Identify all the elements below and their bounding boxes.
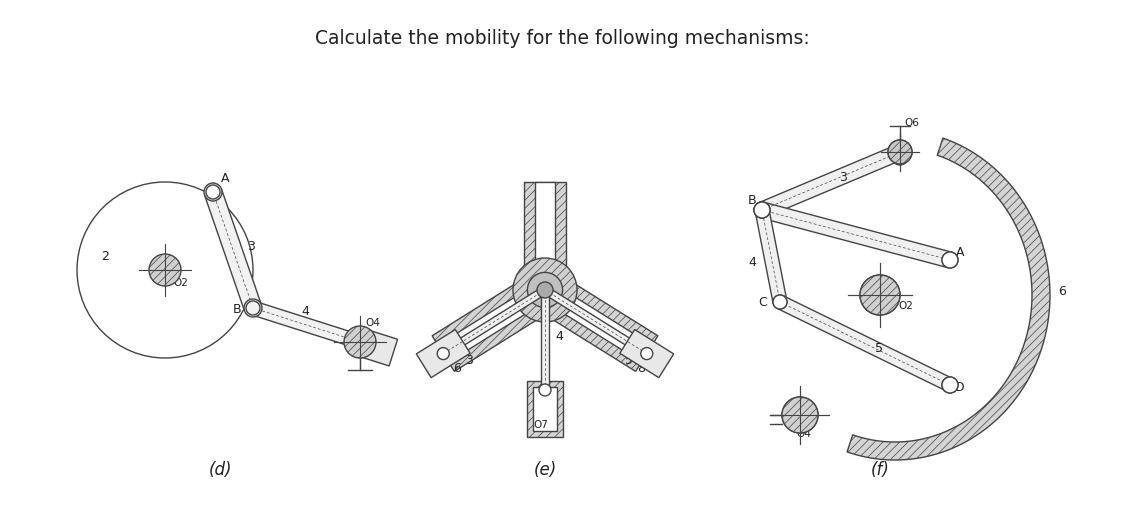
Circle shape	[773, 295, 787, 309]
Text: 3: 3	[465, 354, 473, 367]
Polygon shape	[441, 290, 543, 357]
Polygon shape	[534, 272, 658, 371]
Text: 4: 4	[747, 256, 755, 269]
Text: A: A	[957, 246, 964, 259]
Text: (f): (f)	[871, 461, 889, 479]
Circle shape	[527, 272, 563, 308]
Polygon shape	[524, 182, 566, 290]
Text: D: D	[955, 381, 964, 394]
Polygon shape	[416, 330, 470, 377]
Bar	[533, 387, 558, 431]
Text: B: B	[747, 194, 756, 207]
Circle shape	[537, 282, 553, 298]
Polygon shape	[547, 290, 649, 357]
Text: B: B	[233, 303, 241, 316]
Circle shape	[754, 202, 770, 218]
Circle shape	[437, 347, 450, 360]
Circle shape	[246, 301, 260, 315]
Circle shape	[892, 149, 908, 165]
Circle shape	[860, 275, 900, 315]
Circle shape	[860, 275, 900, 315]
Circle shape	[942, 252, 958, 268]
Polygon shape	[619, 330, 673, 377]
Text: 3: 3	[839, 171, 846, 184]
Text: O7: O7	[533, 420, 547, 430]
Circle shape	[942, 377, 958, 393]
Text: 2: 2	[101, 250, 109, 263]
Polygon shape	[535, 182, 555, 290]
Text: 3: 3	[247, 240, 255, 253]
Circle shape	[754, 202, 770, 218]
Circle shape	[773, 295, 787, 309]
Polygon shape	[541, 284, 549, 390]
Polygon shape	[438, 281, 551, 362]
Circle shape	[782, 397, 818, 433]
Circle shape	[540, 384, 551, 396]
Circle shape	[942, 252, 958, 268]
Text: 4: 4	[301, 305, 309, 318]
Text: O4: O4	[365, 318, 380, 328]
Text: C: C	[758, 296, 767, 309]
Text: (e): (e)	[534, 461, 556, 479]
Circle shape	[206, 185, 220, 199]
Polygon shape	[356, 329, 398, 366]
Circle shape	[244, 299, 262, 317]
Text: 6: 6	[453, 362, 461, 374]
Bar	[527, 381, 563, 437]
Polygon shape	[432, 272, 556, 371]
Circle shape	[888, 140, 912, 164]
Text: O6: O6	[904, 118, 919, 128]
Polygon shape	[205, 189, 262, 311]
Text: 8: 8	[637, 362, 645, 374]
Circle shape	[942, 377, 958, 393]
Circle shape	[513, 258, 577, 322]
Text: 2: 2	[540, 270, 547, 283]
Text: 5: 5	[874, 341, 883, 355]
Text: 6: 6	[1058, 285, 1066, 298]
Polygon shape	[251, 301, 362, 348]
Polygon shape	[847, 138, 1050, 460]
Polygon shape	[755, 209, 787, 303]
Text: A: A	[221, 172, 229, 185]
Text: 5: 5	[625, 354, 633, 367]
Text: O2: O2	[173, 278, 188, 288]
Polygon shape	[777, 296, 953, 391]
Polygon shape	[760, 202, 952, 268]
Circle shape	[754, 202, 770, 218]
Text: O4: O4	[796, 429, 810, 439]
Text: Calculate the mobility for the following mechanisms:: Calculate the mobility for the following…	[315, 28, 809, 48]
Polygon shape	[759, 145, 903, 217]
Circle shape	[641, 347, 653, 360]
Circle shape	[782, 397, 818, 433]
Text: O2: O2	[898, 301, 913, 311]
Circle shape	[344, 326, 377, 358]
Circle shape	[888, 140, 912, 164]
Circle shape	[203, 183, 223, 201]
Text: 2: 2	[886, 291, 894, 304]
Text: (d): (d)	[208, 461, 232, 479]
Polygon shape	[540, 281, 652, 362]
Text: 4: 4	[555, 330, 563, 343]
Circle shape	[353, 335, 368, 349]
Circle shape	[149, 254, 181, 286]
